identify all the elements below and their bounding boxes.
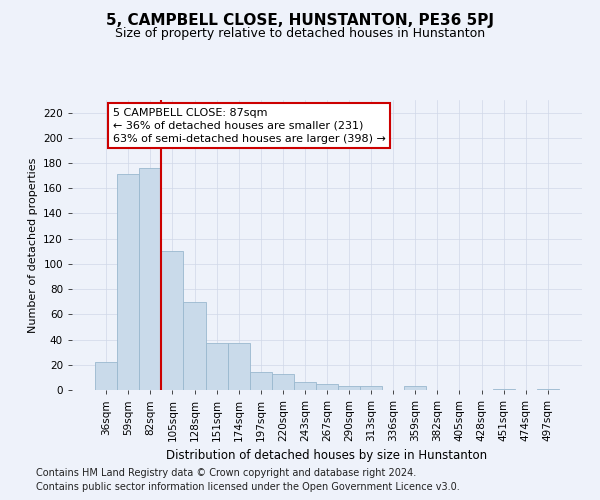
- Bar: [95, 362, 117, 390]
- Bar: [493, 388, 515, 390]
- Bar: [338, 386, 360, 390]
- Bar: [206, 344, 227, 390]
- Text: 5, CAMPBELL CLOSE, HUNSTANTON, PE36 5PJ: 5, CAMPBELL CLOSE, HUNSTANTON, PE36 5PJ: [106, 12, 494, 28]
- Bar: [404, 386, 427, 390]
- Bar: [294, 382, 316, 390]
- Text: Contains HM Land Registry data © Crown copyright and database right 2024.: Contains HM Land Registry data © Crown c…: [36, 468, 416, 477]
- Text: Size of property relative to detached houses in Hunstanton: Size of property relative to detached ho…: [115, 28, 485, 40]
- Y-axis label: Number of detached properties: Number of detached properties: [28, 158, 38, 332]
- Bar: [360, 386, 382, 390]
- Bar: [184, 302, 206, 390]
- Bar: [272, 374, 294, 390]
- Bar: [227, 344, 250, 390]
- X-axis label: Distribution of detached houses by size in Hunstanton: Distribution of detached houses by size …: [166, 450, 488, 462]
- Bar: [161, 252, 184, 390]
- Text: Contains public sector information licensed under the Open Government Licence v3: Contains public sector information licen…: [36, 482, 460, 492]
- Bar: [139, 168, 161, 390]
- Bar: [316, 384, 338, 390]
- Bar: [537, 388, 559, 390]
- Text: 5 CAMPBELL CLOSE: 87sqm
← 36% of detached houses are smaller (231)
63% of semi-d: 5 CAMPBELL CLOSE: 87sqm ← 36% of detache…: [113, 108, 386, 144]
- Bar: [117, 174, 139, 390]
- Bar: [250, 372, 272, 390]
